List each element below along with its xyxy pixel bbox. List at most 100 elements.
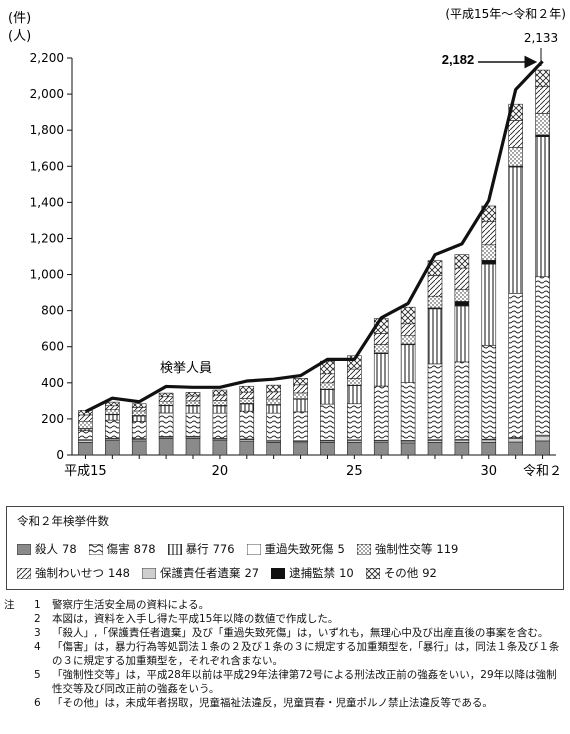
bar-segment-rape — [158, 400, 174, 406]
legend-swatch-confinement — [271, 567, 286, 579]
last-bar-total-label: 2,133 — [524, 31, 558, 45]
bar-segment-injury — [239, 410, 255, 440]
note-text: 本図は，資料を入手し得た平成15年以降の数値で作成した。 — [52, 613, 339, 625]
bar-segment-rape — [347, 378, 362, 386]
note-number: 6 — [34, 697, 41, 709]
legend-swatch-indecent — [17, 567, 31, 579]
note-text: 「その他」は，未成年者拐取，児童福祉法違反，児童買春・児童ポルノ禁止法違反等であ… — [52, 697, 493, 709]
bar-segment-injury — [158, 412, 174, 437]
bar-segment-violence — [158, 405, 174, 414]
bar-segment-injury — [347, 403, 362, 441]
bar-segment-indecent — [535, 86, 550, 114]
bar-segment-rape — [427, 295, 443, 309]
bar-segment-rape — [320, 382, 335, 390]
bar-segment-rape — [293, 392, 308, 399]
bar-segment-other — [266, 384, 281, 393]
y-tick-label: 800 — [41, 304, 64, 318]
line-label: 検挙人員 — [160, 361, 212, 376]
bar-segment-murder — [347, 442, 362, 456]
bar-segment-violence — [105, 414, 120, 421]
legend-swatch-negligence — [246, 543, 261, 555]
bars — [78, 69, 550, 456]
bar-segment-injury — [266, 412, 281, 441]
legend-title: 令和２年検挙件数 — [17, 514, 109, 528]
bar-segment-rape — [481, 244, 497, 261]
y-tick-label: 400 — [41, 376, 64, 390]
bar-segment-violence — [320, 389, 335, 405]
bar-segment-violence — [293, 398, 308, 413]
arrest-line — [84, 60, 544, 414]
bar-segment-murder — [239, 440, 255, 456]
bar-segment-murder — [185, 438, 201, 456]
bar-segment-injury — [320, 403, 335, 441]
bar-segment-violence — [266, 404, 281, 414]
bar-segment-murder — [454, 442, 470, 456]
bar-segment-violence — [212, 405, 228, 414]
bar-segment-violence — [400, 344, 416, 383]
bar-segment-confinement — [481, 259, 497, 265]
note-5: 5 「強制性交等」は，平成28年以前は平成29年法律第72号による刑法改正前の強姦… — [4, 668, 566, 696]
y-tick-label: 1,400 — [30, 195, 64, 209]
bar-segment-abandonment — [481, 439, 497, 443]
bar-segment-rape — [131, 410, 147, 416]
note-number: 2 — [34, 613, 41, 625]
bar-segment-indecent — [158, 396, 174, 402]
bar-segment-injury — [131, 421, 147, 439]
bar-segment-indecent — [212, 394, 228, 401]
legend-item-murder: 殺人 78 — [17, 541, 77, 557]
note-number: 3 — [34, 627, 41, 639]
bar-segment-injury — [454, 361, 470, 440]
bar-segment-violence — [373, 353, 389, 387]
bar-segment-murder — [481, 442, 497, 456]
bar-segment-rape — [239, 398, 255, 404]
legend-swatch-injury — [88, 543, 103, 555]
bar-segment-violence — [185, 405, 201, 414]
legend-swatch-murder — [17, 543, 31, 555]
bar-segment-rape — [454, 289, 470, 302]
legend-label: 強制性交等 — [374, 542, 433, 556]
legend-value: 10 — [339, 566, 354, 580]
bar-segment-other — [400, 306, 416, 325]
legend-item-injury: 傷害 878 — [88, 541, 156, 557]
bar-segment-rape — [105, 409, 120, 415]
bar-segment-other — [105, 401, 120, 407]
bar-segment-violence — [454, 305, 470, 363]
bar-segment-other — [239, 385, 255, 393]
bar-segment-indecent — [427, 275, 443, 297]
legend-swatch-rape — [356, 543, 371, 555]
legend-value: 878 — [133, 542, 156, 556]
bar-segment-rape — [373, 344, 389, 354]
bar-segment-murder — [427, 442, 443, 456]
last-line-value-label: 2,182 — [442, 52, 475, 67]
unit-label-cases: (件) — [8, 11, 31, 26]
x-axis: 平成15 20 25 30 令和２ — [64, 454, 562, 479]
legend-item-indecent: 強制わいせつ 148 — [17, 565, 130, 581]
note-6: 6 「その他」は，未成年者拐取，児童福祉法違反，児童買春・児童ポルノ禁止法違反等で… — [4, 696, 566, 710]
note-text: 警察庁生活安全局の資料による。 — [52, 599, 210, 611]
bar-segment-injury — [293, 411, 308, 442]
chart: (件) (人) (平成15年～令和２年) 0 200 400 600 800 1,000 1… — [8, 6, 566, 479]
legend-row-1: 殺人 78 傷害 878 暴行 776 重過失致死傷 5 強制性交等 119 — [17, 541, 458, 557]
legend-swatch-abandonment — [141, 567, 156, 579]
unit-label-persons: (人) — [8, 29, 31, 44]
y-axis: 0 200 400 600 800 1,000 1,200 1,400 1,600 1,800 2,… — [30, 51, 73, 462]
bar-segment-rape — [266, 398, 281, 405]
bar-segment-murder — [78, 442, 93, 456]
y-tick-label: 0 — [56, 448, 64, 462]
x-tick-label: 25 — [346, 464, 363, 479]
bar-segment-rape — [212, 400, 228, 406]
bar-segment-other — [131, 403, 147, 408]
legend-label: 逮捕監禁 — [289, 566, 336, 580]
note-text: 「強制性交等」は，平成28年以前は平成29年法律第72号による刑法改正前の強姦を… — [52, 669, 557, 695]
y-tick-label: 1,000 — [30, 268, 64, 282]
note-text: 「殺人」,「保護責任者遺棄」及び「重過失致死傷」は，いずれも，無理心中及び出産直… — [52, 627, 549, 639]
bar-segment-injury — [185, 412, 201, 437]
bar-segment-violence — [347, 385, 362, 405]
legend-item-abandonment: 保護責任者遺棄 27 — [141, 565, 259, 581]
bar-segment-murder — [266, 442, 281, 456]
legend-label: その他 — [383, 566, 419, 580]
bar-segment-indecent — [266, 391, 281, 400]
bar-segment-murder — [293, 442, 308, 456]
bar-segment-murder — [400, 442, 416, 456]
bar-segment-rape — [185, 400, 201, 406]
